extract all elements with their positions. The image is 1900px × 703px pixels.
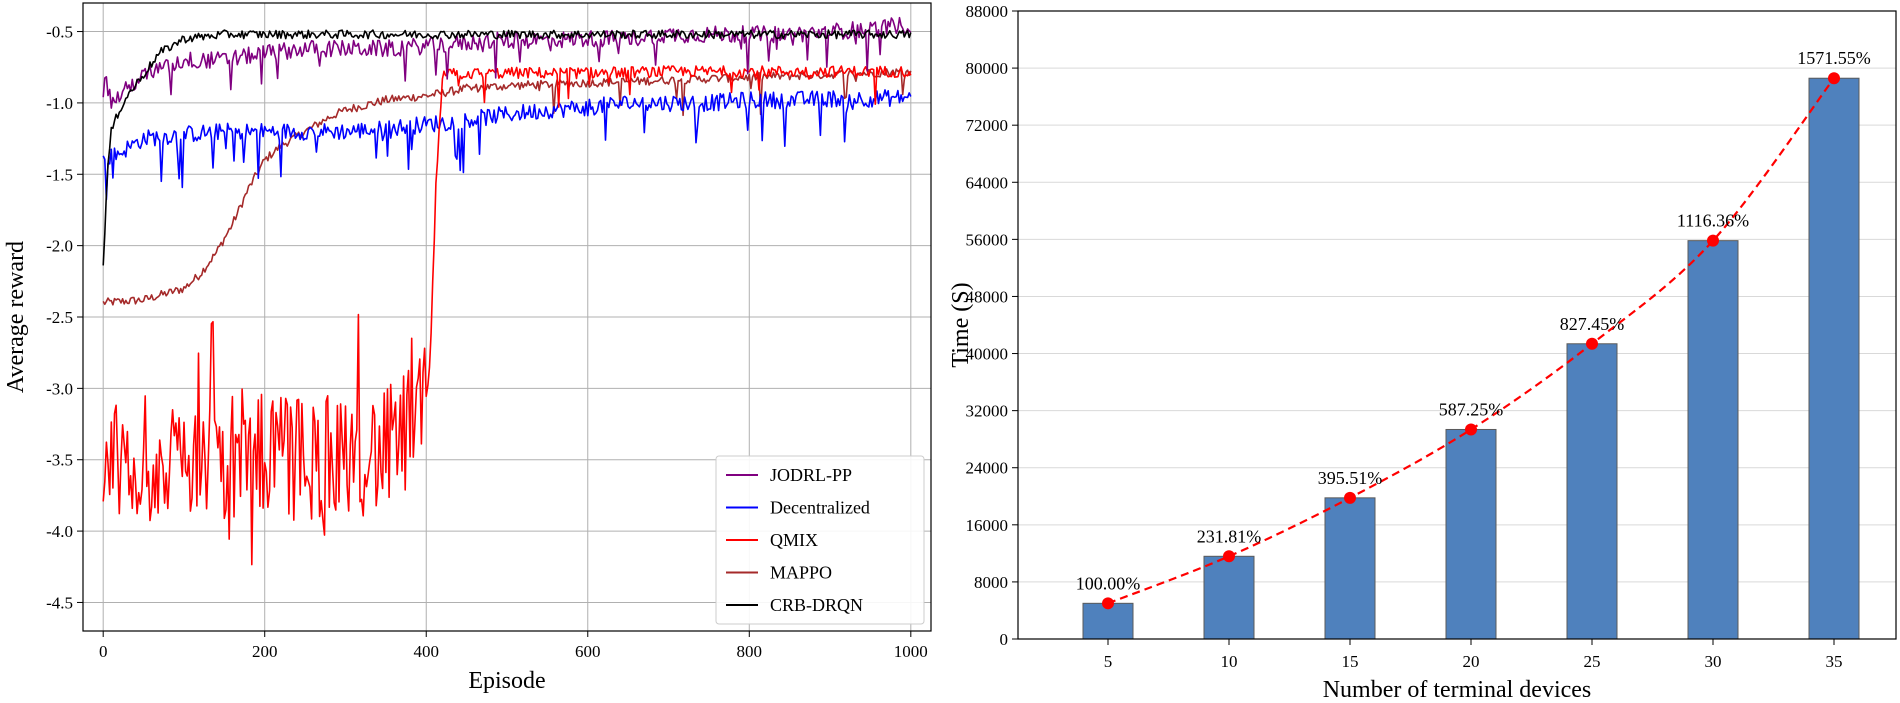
trend-point-20 — [1465, 423, 1477, 436]
x-tick-label: 15 — [1342, 652, 1359, 671]
time-bars — [1082, 77, 1860, 640]
time-axis-ticks: 0 8000 16000 24000 32000 40000 48000 56000 64000… — [966, 2, 1843, 671]
trend-point-25 — [1586, 337, 1598, 350]
y-tick-label: -4.5 — [46, 593, 73, 612]
legend-label-crb-drqn: CRB-DRQN — [770, 595, 863, 615]
y-tick-label: -3.5 — [46, 451, 73, 470]
trend-point-35 — [1828, 72, 1840, 85]
bar-15 — [1324, 497, 1376, 640]
legend-label-jodrl-pp: JODRL-PP — [770, 465, 852, 485]
y-tick-label: -3.0 — [46, 379, 73, 398]
y-tick-label: 88000 — [966, 2, 1009, 21]
reward-axis-ticks: 0 200 400 600 800 1000 -4.5 -4.0 -3.5 -3.0 -2.5 -2.… — [46, 23, 928, 661]
series-line-crb-drqn — [102, 29, 912, 266]
legend-label-decentralized: Decentralized — [770, 498, 870, 518]
y-tick-label: -2.5 — [46, 308, 73, 327]
reward-y-axis-label: Average reward — [3, 241, 29, 393]
reward-chart: 0 200 400 600 800 1000 -4.5 -4.0 -3.5 -3.0 -2.5 -2.… — [3, 2, 932, 694]
percent-label-35: 1571.55% — [1797, 48, 1871, 68]
trend-point-10 — [1223, 550, 1235, 563]
y-tick-label: -1.0 — [46, 94, 73, 113]
x-tick-label: 200 — [252, 642, 278, 661]
legend-label-mappo: MAPPO — [770, 563, 832, 583]
percent-label-15: 395.51% — [1318, 468, 1383, 488]
y-tick-label: 24000 — [966, 459, 1009, 478]
series-line-qmix — [102, 65, 912, 566]
trend-curve — [1107, 77, 1835, 605]
x-tick-label: 10 — [1221, 652, 1238, 671]
legend-label-qmix: QMIX — [770, 530, 818, 550]
trend-point-30 — [1707, 234, 1719, 247]
time-chart: 100.00% 231.81% 395.51% 587.25% 827.45% 1116.… — [948, 2, 1897, 703]
percent-label-30: 1116.36% — [1677, 211, 1749, 231]
x-tick-label: 1000 — [894, 642, 928, 661]
time-y-axis-label: Time (S) — [948, 282, 974, 367]
reward-x-axis-label: Episode — [468, 668, 545, 694]
bar-20 — [1445, 428, 1497, 640]
percent-label-20: 587.25% — [1439, 399, 1504, 419]
y-tick-label: 40000 — [966, 345, 1009, 364]
percent-label-25: 827.45% — [1560, 314, 1625, 334]
y-tick-label: -2.0 — [46, 237, 73, 256]
x-tick-label: 5 — [1104, 652, 1113, 671]
bar-35 — [1808, 77, 1860, 640]
x-tick-label: 20 — [1463, 652, 1480, 671]
x-tick-label: 800 — [737, 642, 763, 661]
bar-25 — [1566, 343, 1618, 640]
series-line-jodrl-pp — [102, 16, 912, 109]
reward-series-lines — [102, 16, 912, 566]
y-tick-label: 16000 — [966, 516, 1009, 535]
percent-label-5: 100.00% — [1076, 573, 1141, 593]
x-tick-label: 25 — [1584, 652, 1601, 671]
bar-10 — [1203, 555, 1255, 640]
trend-point-15 — [1344, 491, 1356, 504]
y-tick-label: -0.5 — [46, 23, 73, 42]
time-trend-line — [1102, 72, 1840, 610]
legend-box — [715, 455, 925, 625]
trend-point-5 — [1102, 597, 1114, 610]
x-tick-label: 400 — [413, 642, 439, 661]
bar-30 — [1687, 240, 1739, 640]
time-chart-grid — [1018, 10, 1896, 583]
time-percent-labels: 100.00% 231.81% 395.51% 587.25% 827.45% 1116.… — [1076, 48, 1871, 593]
percent-label-10: 231.81% — [1197, 526, 1262, 546]
y-tick-label: 80000 — [966, 59, 1009, 78]
time-x-axis-label: Number of terminal devices — [1323, 677, 1592, 703]
x-tick-label: 30 — [1705, 652, 1722, 671]
y-tick-label: -1.5 — [46, 165, 73, 184]
x-tick-label: 0 — [99, 642, 108, 661]
reward-legend: JODRL-PP Decentralized QMIX MAPPO CRB-DRQN — [715, 455, 925, 625]
y-tick-label: 0 — [1000, 630, 1009, 649]
series-line-decentralized — [102, 89, 912, 201]
time-plot-frame — [1017, 10, 1897, 640]
x-tick-label: 600 — [575, 642, 601, 661]
y-tick-label: -4.0 — [46, 522, 73, 541]
y-tick-label: 56000 — [966, 230, 1009, 249]
y-tick-label: 72000 — [966, 116, 1009, 135]
y-tick-label: 32000 — [966, 402, 1009, 421]
y-tick-label: 64000 — [966, 173, 1009, 192]
y-tick-label: 8000 — [974, 573, 1008, 592]
y-tick-label: 48000 — [966, 287, 1009, 306]
x-tick-label: 35 — [1826, 652, 1843, 671]
